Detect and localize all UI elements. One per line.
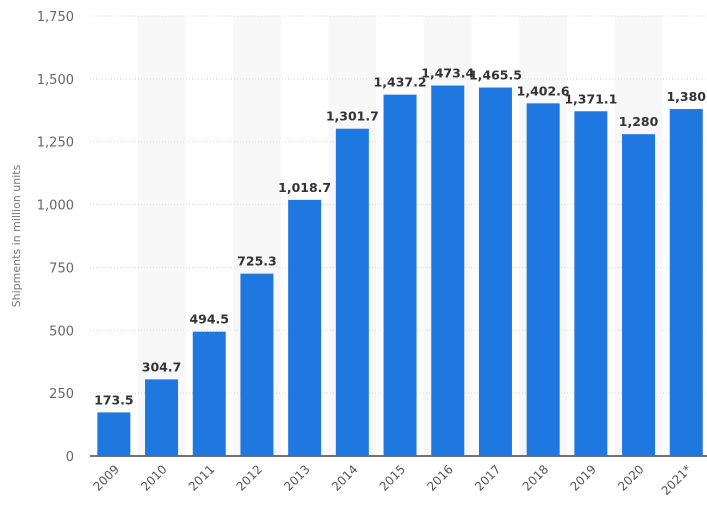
bar-2020[interactable] [622, 134, 656, 456]
x-tick-label: 2018 [520, 462, 551, 493]
x-tick-label: 2010 [138, 462, 169, 493]
data-label: 1,465.5 [469, 68, 522, 83]
y-tick-label: 1,250 [37, 136, 74, 151]
bar-2021*[interactable] [669, 109, 703, 457]
y-tick-label: 1,500 [37, 73, 74, 88]
x-tick-label: 2019 [567, 462, 598, 493]
bar-2019[interactable] [574, 111, 608, 456]
bar-2009[interactable] [97, 412, 131, 456]
x-tick-label: 2011 [186, 462, 217, 493]
y-tick-label: 500 [49, 324, 74, 339]
y-tick-label: 750 [49, 261, 74, 276]
bar-2017[interactable] [478, 87, 512, 456]
bar-2018[interactable] [526, 103, 560, 456]
data-label: 1,301.7 [326, 109, 379, 124]
data-label: 304.7 [142, 359, 182, 374]
data-label: 725.3 [237, 254, 277, 269]
x-tick-label: 2012 [234, 462, 265, 493]
data-label: 494.5 [189, 312, 229, 327]
bar-2012[interactable] [240, 273, 274, 456]
data-label: 173.5 [94, 392, 134, 407]
x-tick-label: 2014 [329, 462, 360, 493]
y-tick-label: 0 [66, 450, 74, 465]
x-tick-label: 2017 [472, 462, 503, 493]
data-label: 1,437.2 [374, 75, 427, 90]
y-tick-label: 1,750 [37, 10, 74, 25]
x-tick-label: 2016 [424, 462, 455, 493]
data-label: 1,473.4 [421, 66, 474, 81]
x-tick-label: 2015 [377, 462, 408, 493]
x-tick-label: 2009 [90, 462, 121, 493]
bar-2014[interactable] [335, 128, 369, 456]
bar-2013[interactable] [288, 199, 322, 456]
bar-2011[interactable] [192, 331, 226, 456]
data-label: 1,402.6 [517, 83, 570, 98]
data-label: 1,371.1 [564, 91, 617, 106]
x-tick-label: 2020 [615, 462, 646, 493]
x-tick-label: 2021* [659, 462, 695, 498]
data-label: 1,380 [666, 89, 706, 104]
bar-2016[interactable] [431, 85, 465, 457]
bar-2010[interactable] [145, 379, 179, 456]
y-axis-title: Shipments in million units [10, 164, 23, 307]
y-tick-label: 250 [49, 387, 74, 402]
bar-2015[interactable] [383, 94, 417, 457]
x-tick-label: 2013 [281, 462, 312, 493]
data-label: 1,018.7 [278, 180, 331, 195]
data-label: 1,280 [619, 114, 659, 129]
y-tick-label: 1,000 [37, 199, 74, 214]
